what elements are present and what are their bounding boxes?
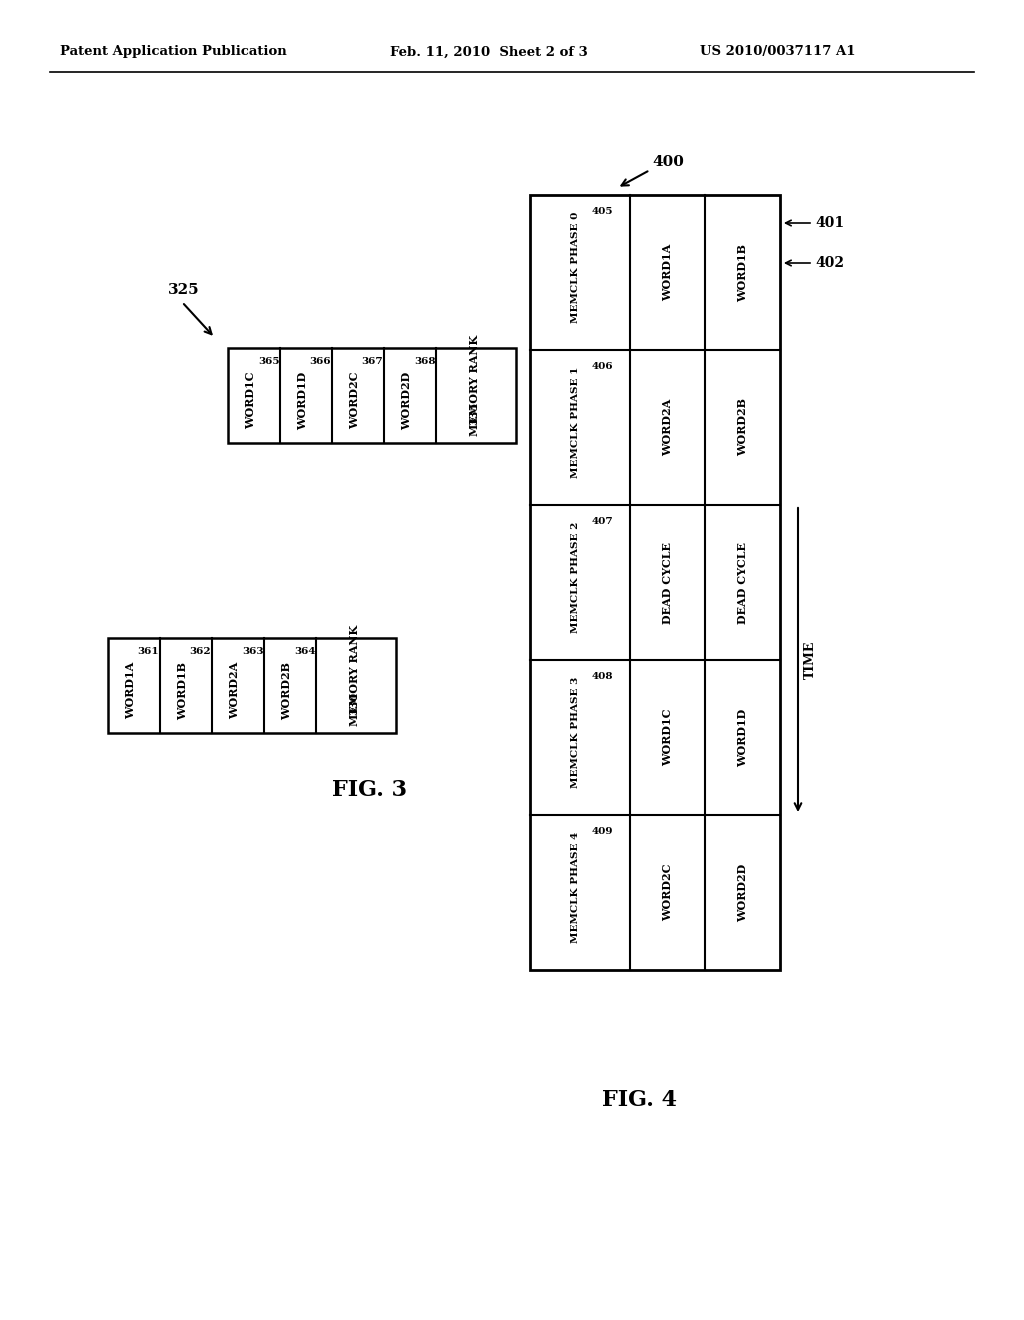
- Text: WORD2B: WORD2B: [282, 661, 293, 719]
- Text: MEMCLK PHASE 4: MEMCLK PHASE 4: [570, 832, 580, 942]
- Text: WORD1D: WORD1D: [298, 371, 308, 429]
- Text: WORD2A: WORD2A: [662, 399, 673, 457]
- Text: Feb. 11, 2010  Sheet 2 of 3: Feb. 11, 2010 Sheet 2 of 3: [390, 45, 588, 58]
- Bar: [530, 195, 780, 970]
- Text: 408: 408: [591, 672, 612, 681]
- Text: 364: 364: [294, 647, 315, 656]
- Text: Patent Application Publication: Patent Application Publication: [60, 45, 287, 58]
- Text: WORD1B: WORD1B: [177, 661, 188, 719]
- Text: DEAD CYCLE: DEAD CYCLE: [737, 541, 748, 623]
- Text: 401: 401: [815, 216, 844, 230]
- Text: WORD1C: WORD1C: [246, 372, 256, 429]
- Text: WORD2C: WORD2C: [349, 372, 360, 429]
- Text: 335: 335: [469, 401, 479, 425]
- Text: WORD2D: WORD2D: [401, 371, 413, 429]
- Text: DEAD CYCLE: DEAD CYCLE: [662, 541, 673, 623]
- Text: WORD2C: WORD2C: [662, 863, 673, 921]
- Text: MEMCLK PHASE 1: MEMCLK PHASE 1: [570, 367, 580, 478]
- Text: MEMCLK PHASE 2: MEMCLK PHASE 2: [570, 521, 580, 634]
- Text: 362: 362: [189, 647, 211, 656]
- Text: 330: 330: [348, 692, 359, 715]
- Text: 405: 405: [591, 207, 612, 216]
- Text: US 2010/0037117 A1: US 2010/0037117 A1: [700, 45, 855, 58]
- Text: MEMCLK PHASE 0: MEMCLK PHASE 0: [570, 211, 580, 323]
- Text: 325: 325: [168, 282, 200, 297]
- Text: 363: 363: [242, 647, 263, 656]
- Text: WORD1A: WORD1A: [126, 661, 136, 719]
- Text: 365: 365: [258, 356, 280, 366]
- Text: WORD2B: WORD2B: [737, 399, 748, 457]
- Text: 367: 367: [361, 356, 383, 366]
- Text: MEMCLK PHASE 3: MEMCLK PHASE 3: [570, 677, 580, 788]
- Text: 366: 366: [309, 356, 332, 366]
- Text: 368: 368: [414, 356, 435, 366]
- Bar: [108, 638, 396, 733]
- Text: WORD1A: WORD1A: [662, 244, 673, 301]
- Text: 361: 361: [138, 647, 160, 656]
- Text: WORD1C: WORD1C: [662, 709, 673, 766]
- Text: MEMORY RANK: MEMORY RANK: [348, 624, 359, 726]
- Bar: [228, 348, 516, 444]
- Text: WORD2A: WORD2A: [229, 661, 241, 719]
- Text: 400: 400: [652, 154, 684, 169]
- Text: 407: 407: [591, 517, 612, 525]
- Text: WORD2D: WORD2D: [737, 863, 748, 921]
- Text: TIME: TIME: [804, 640, 816, 680]
- Text: WORD1B: WORD1B: [737, 243, 748, 301]
- Text: 402: 402: [815, 256, 844, 271]
- Text: FIG. 4: FIG. 4: [602, 1089, 678, 1111]
- Text: WORD1D: WORD1D: [737, 709, 748, 767]
- Text: 406: 406: [591, 362, 612, 371]
- Text: FIG. 3: FIG. 3: [333, 779, 408, 801]
- Text: 409: 409: [591, 828, 612, 836]
- Text: MEMORY RANK: MEMORY RANK: [469, 335, 479, 436]
